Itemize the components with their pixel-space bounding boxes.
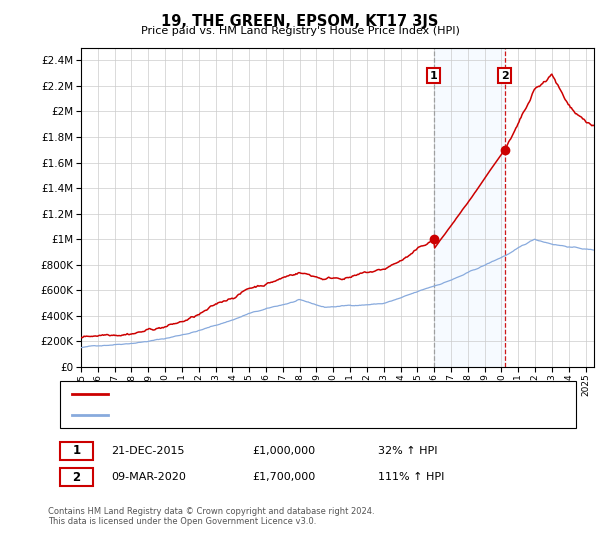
- Text: 09-MAR-2020: 09-MAR-2020: [111, 472, 186, 482]
- Bar: [434, 48, 505, 367]
- Text: Contains HM Land Registry data © Crown copyright and database right 2024.
This d: Contains HM Land Registry data © Crown c…: [48, 507, 374, 526]
- Text: 19, THE GREEN, EPSOM, KT17 3JS: 19, THE GREEN, EPSOM, KT17 3JS: [161, 14, 439, 29]
- Text: 19, THE GREEN, EPSOM, KT17 3JS (detached house): 19, THE GREEN, EPSOM, KT17 3JS (detached…: [117, 389, 386, 399]
- Text: 1: 1: [73, 444, 80, 458]
- Text: £1,700,000: £1,700,000: [252, 472, 315, 482]
- Text: 32% ↑ HPI: 32% ↑ HPI: [378, 446, 437, 456]
- Text: Price paid vs. HM Land Registry's House Price Index (HPI): Price paid vs. HM Land Registry's House …: [140, 26, 460, 36]
- Text: 21-DEC-2015: 21-DEC-2015: [111, 446, 185, 456]
- Text: 111% ↑ HPI: 111% ↑ HPI: [378, 472, 445, 482]
- Text: HPI: Average price, detached house, Epsom and Ewell: HPI: Average price, detached house, Epso…: [117, 410, 398, 420]
- Text: 2: 2: [500, 71, 508, 81]
- Text: 1: 1: [430, 71, 437, 81]
- Text: 2: 2: [73, 470, 80, 484]
- Text: £1,000,000: £1,000,000: [252, 446, 315, 456]
